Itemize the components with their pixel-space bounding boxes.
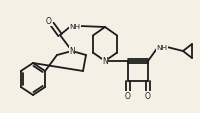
Text: O: O [124, 92, 130, 101]
Text: O: O [46, 17, 52, 26]
Text: NH: NH [156, 45, 167, 51]
Text: N: N [102, 57, 107, 66]
Text: N: N [69, 47, 75, 56]
Text: O: O [144, 92, 150, 101]
Text: NH: NH [69, 24, 80, 30]
